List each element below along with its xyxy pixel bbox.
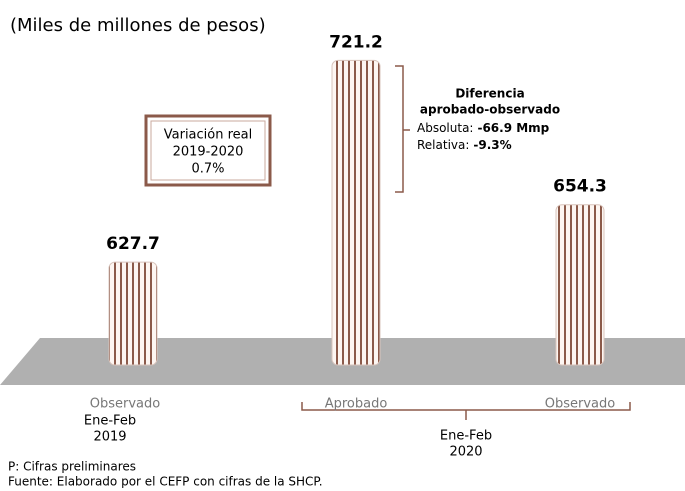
- difference-value: -9.3%: [473, 138, 511, 152]
- group-brace: [301, 402, 631, 420]
- difference-title: Diferencia: [455, 87, 524, 101]
- variation-box-inner: [150, 120, 266, 181]
- difference-label: Absoluta:: [417, 121, 473, 135]
- variation-text: 0.7%: [191, 162, 224, 177]
- note: Fuente: Elaborado por el CEFP con cifras…: [8, 475, 323, 489]
- difference-bracket: [395, 65, 410, 193]
- group-label: Ene-Feb: [440, 429, 492, 444]
- value-label: 627.7: [106, 234, 160, 254]
- note: P: Cifras preliminares: [8, 460, 136, 474]
- value-label: 654.3: [553, 177, 607, 197]
- value-label: 721.2: [329, 32, 383, 52]
- bar: [331, 59, 381, 366]
- difference-label: Relativa:: [417, 138, 469, 152]
- group-label: 2019: [93, 430, 126, 445]
- difference-value: -66.9 Mmp: [477, 121, 549, 135]
- x-tick-label: Observado: [90, 397, 161, 412]
- bar: [108, 261, 158, 366]
- bar: [555, 204, 605, 366]
- x-tick-label: Aprobado: [325, 397, 388, 412]
- subtitle: (Miles de millones de pesos): [10, 15, 266, 36]
- group-label: Ene-Feb: [84, 414, 136, 429]
- difference-title: aprobado-observado: [420, 103, 560, 117]
- difference-line: Absoluta: -66.9 Mmp: [417, 121, 550, 135]
- difference-line: Relativa: -9.3%: [417, 138, 512, 152]
- group-label: 2020: [449, 445, 482, 460]
- variation-text: 2019-2020: [173, 145, 244, 160]
- x-tick-label: Observado: [545, 397, 616, 412]
- variation-box: [144, 114, 272, 187]
- variation-text: Variación real: [164, 128, 253, 143]
